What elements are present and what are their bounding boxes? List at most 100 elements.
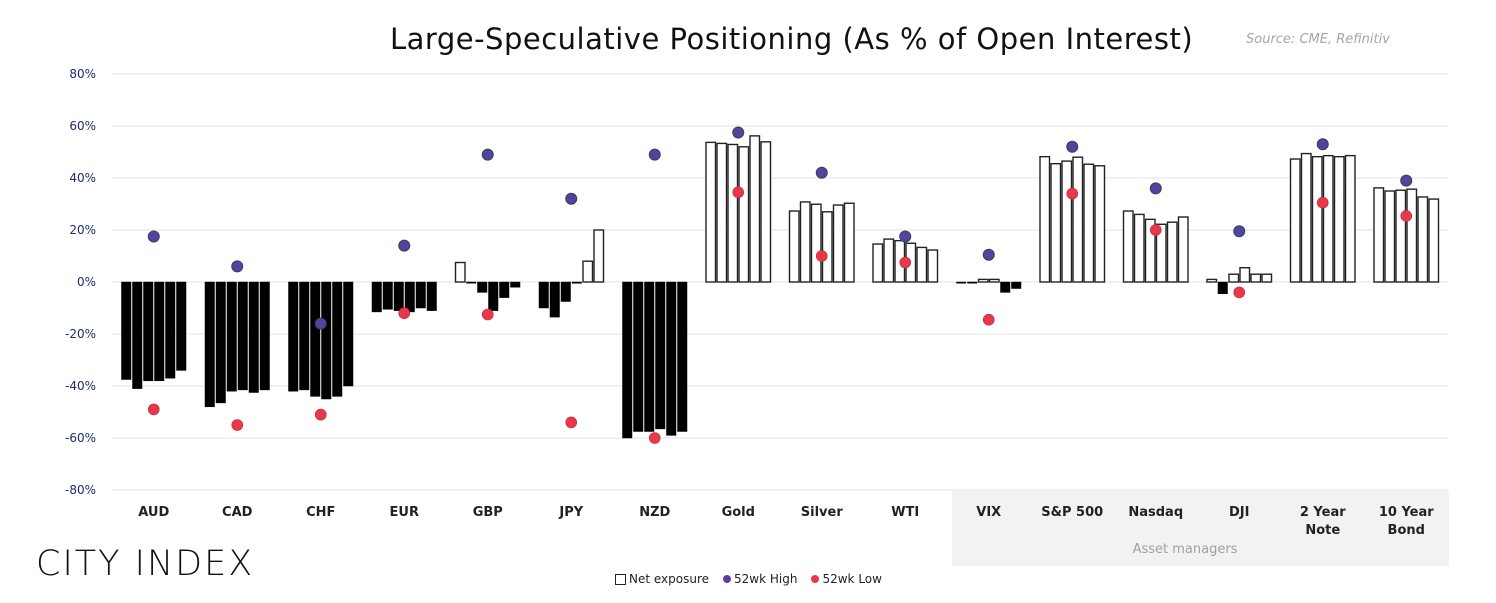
net-exposure-bar — [454, 261, 466, 283]
net-exposure-bar — [415, 281, 426, 309]
net-exposure-bar — [121, 281, 132, 380]
net-exposure-bar — [332, 281, 343, 397]
net-exposure-bar — [499, 281, 510, 298]
net-exposure-bar — [967, 281, 978, 284]
net-exposure-bar — [1289, 158, 1301, 283]
net-exposure-bar — [760, 141, 772, 283]
net-exposure-bar — [677, 281, 688, 432]
net-exposure-bar — [466, 281, 477, 284]
net-exposure-bar — [1155, 223, 1167, 283]
net-exposure-bar — [1000, 281, 1011, 293]
52wk-high-point — [314, 317, 327, 330]
net-exposure-bar — [1417, 196, 1429, 283]
52wk-low-point — [147, 403, 160, 416]
net-exposure-bar — [288, 281, 299, 392]
legend-net-exposure: Net exposure — [615, 572, 709, 586]
net-exposure-bar — [1261, 273, 1273, 283]
net-exposure-bar — [956, 281, 967, 284]
net-exposure-bar — [1428, 198, 1440, 283]
52wk-high-point — [732, 126, 745, 139]
net-exposure-bar — [1250, 273, 1262, 283]
net-exposure-bar — [571, 281, 582, 284]
x-category-label: Nasdaq — [1128, 505, 1183, 520]
52wk-high-point — [147, 230, 160, 243]
legend-52wk-low: 52wk Low — [811, 572, 882, 586]
net-exposure-bar — [644, 281, 655, 432]
net-exposure-bar — [716, 142, 728, 283]
net-exposure-bar — [1406, 188, 1418, 283]
net-exposure-bar — [872, 243, 884, 283]
net-exposure-bar — [916, 246, 928, 283]
net-exposure-bar — [1239, 267, 1251, 283]
52wk-high-point — [398, 239, 411, 252]
net-exposure-bar — [343, 281, 354, 387]
net-exposure-bar — [404, 281, 415, 313]
y-tick-label: -80% — [65, 483, 96, 497]
52wk-high-point — [1066, 140, 1079, 153]
net-exposure-bar — [655, 281, 666, 430]
y-tick-label: 20% — [69, 223, 96, 237]
52wk-high-point — [648, 148, 661, 161]
net-exposure-bar — [1384, 190, 1396, 283]
legend-52wk-high: 52wk High — [723, 572, 797, 586]
legend-label: 52wk Low — [822, 572, 882, 586]
city-index-logo: CITY INDEX — [36, 544, 255, 584]
net-exposure-bar — [633, 281, 644, 432]
net-exposure-bar — [883, 238, 895, 283]
y-tick-label: -20% — [65, 327, 96, 341]
net-exposure-bar — [1050, 162, 1062, 283]
x-category-label: Gold — [722, 505, 755, 520]
net-exposure-bar — [226, 281, 237, 392]
net-exposure-bar — [176, 281, 187, 371]
52wk-low-point — [314, 408, 327, 421]
net-exposure-bar — [1333, 155, 1345, 283]
net-exposure-bar — [1373, 187, 1385, 283]
net-exposure-bar — [1344, 154, 1356, 283]
52wk-high-point — [481, 148, 494, 161]
net-exposure-bar — [1177, 216, 1189, 283]
net-exposure-bar — [988, 278, 1000, 283]
y-tick-label: -60% — [65, 431, 96, 445]
net-exposure-bar — [593, 229, 605, 283]
x-category-label: CHF — [306, 505, 335, 520]
net-exposure-bar — [426, 281, 437, 311]
52wk-low-point — [481, 308, 494, 321]
52wk-low-point — [565, 416, 578, 429]
net-exposure-bar — [1166, 221, 1178, 283]
x-category-label: WTI — [891, 505, 919, 520]
legend-label: Net exposure — [629, 572, 710, 586]
net-exposure-bar — [1072, 156, 1084, 283]
net-exposure-bar — [477, 281, 488, 293]
y-tick-label: -40% — [65, 379, 96, 393]
x-category-label: Bond — [1388, 523, 1425, 538]
net-exposure-bar — [1206, 278, 1218, 283]
legend-label: 52wk High — [734, 572, 798, 586]
x-category-label: GBP — [473, 505, 503, 520]
52wk-low-point — [982, 313, 995, 326]
chart-title: Large-Speculative Positioning (As % of O… — [390, 22, 1194, 56]
net-exposure-bar — [1039, 155, 1051, 283]
x-category-label: NZD — [639, 505, 670, 520]
x-category-label: S&P 500 — [1041, 505, 1103, 520]
net-exposure-bar — [1133, 213, 1145, 283]
net-exposure-bar — [154, 281, 165, 382]
net-exposure-bar — [1083, 163, 1095, 283]
net-exposure-bar — [832, 204, 844, 283]
net-exposure-bar — [666, 281, 677, 436]
52wk-low-point — [1149, 224, 1162, 236]
x-category-label: DJI — [1229, 505, 1249, 520]
52wk-low-point — [1400, 210, 1413, 222]
net-exposure-bar — [1122, 210, 1134, 283]
52wk-low-point — [1233, 286, 1246, 299]
52wk-high-point — [1149, 182, 1162, 195]
net-exposure-bar — [259, 281, 270, 391]
net-exposure-bar — [1144, 218, 1156, 283]
x-category-label: JPY — [558, 505, 583, 520]
net-exposure-bar — [727, 143, 739, 283]
52wk-high-point — [1400, 174, 1413, 187]
legend: Net exposure 52wk High 52wk Low — [615, 572, 882, 586]
x-category-label: CAD — [222, 505, 253, 520]
asset-managers-band — [952, 491, 1449, 566]
net-exposure-bar — [1217, 281, 1228, 294]
